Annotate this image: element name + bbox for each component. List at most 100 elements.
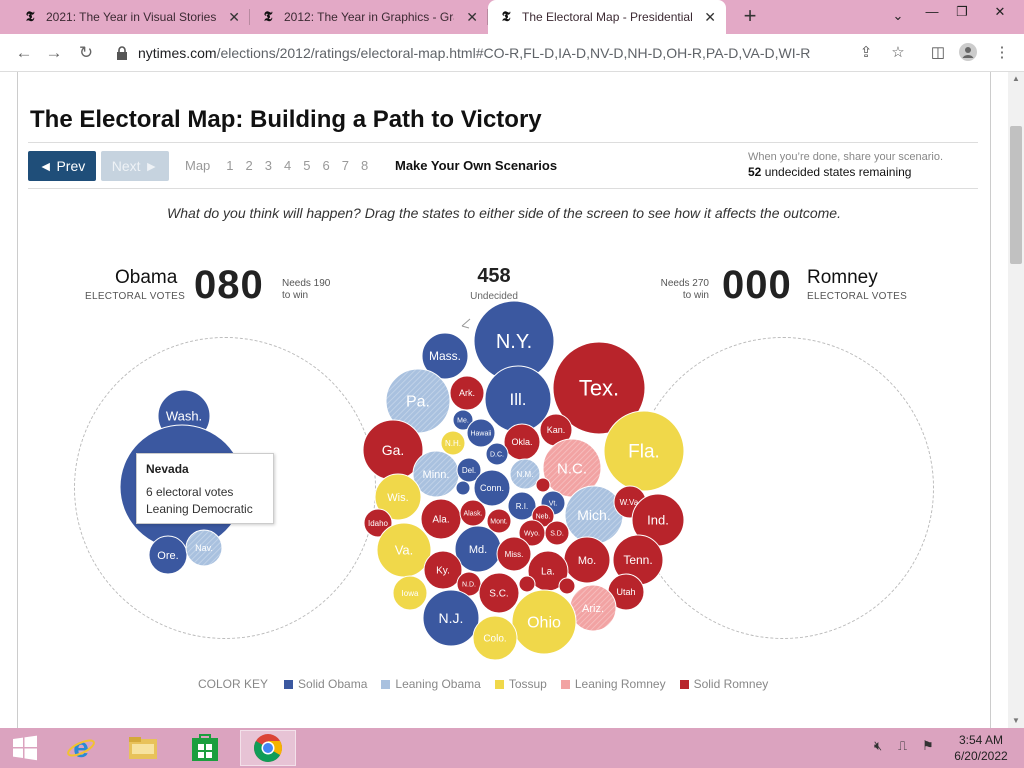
step-2[interactable]: 2 [245, 158, 253, 173]
new-tab-button[interactable]: + [743, 3, 757, 28]
state-label: R.I. [516, 502, 528, 511]
state-label: N.C. [557, 460, 587, 477]
make-your-own-scenarios-link[interactable]: Make Your Own Scenarios [395, 158, 558, 173]
tab-label: 2021: The Year in Visual Stories a [46, 10, 216, 24]
start-button[interactable] [0, 730, 50, 766]
state-bubble[interactable] [449, 375, 485, 411]
state-label: Mont. [490, 518, 508, 525]
state-bubble[interactable] [511, 589, 577, 655]
close-tab-icon[interactable]: ✕ [228, 9, 240, 25]
page-title: The Electoral Map: Building a Path to Vi… [30, 106, 542, 133]
state-bubble[interactable] [422, 589, 480, 647]
step-7[interactable]: 7 [341, 158, 349, 173]
scroll-up-icon[interactable]: ▲ [1012, 74, 1020, 83]
step-map[interactable]: Map [185, 158, 211, 173]
state-label: Ark. [459, 388, 475, 398]
tooltip-rating: Leaning Democratic [146, 502, 253, 516]
instructions: What do you think will happen? Drag the … [167, 205, 841, 221]
color-key: COLOR KEY Solid Obama Leaning Obama Toss… [198, 677, 782, 691]
store-icon[interactable] [180, 730, 230, 766]
share-icon[interactable]: ⇪ [859, 44, 873, 61]
step-5[interactable]: 5 [303, 158, 311, 173]
hatch-overlay [543, 439, 601, 497]
url-field[interactable]: nytimes.com/elections/2012/ratings/elect… [108, 38, 920, 68]
state-bubble[interactable] [455, 480, 471, 496]
state-bubble[interactable] [507, 491, 537, 521]
forward-button[interactable]: → [45, 43, 63, 62]
state-bubble[interactable] [552, 341, 646, 435]
step-3[interactable]: 3 [264, 158, 272, 173]
tooltip-votes: 6 electoral votes [146, 485, 234, 499]
state-bubble[interactable] [466, 418, 496, 448]
tab-search-icon[interactable]: ⌄ [892, 8, 904, 23]
file-explorer-icon[interactable] [118, 730, 168, 766]
legend-swatch [494, 679, 504, 689]
state-bubble[interactable] [456, 457, 482, 483]
step-6[interactable]: 6 [322, 158, 330, 173]
internet-explorer-icon[interactable]: e [56, 730, 106, 766]
tab-2021-visual-stories[interactable]: 𝕿 2021: The Year in Visual Stories a ✕ [12, 0, 250, 34]
bookmark-star-icon[interactable]: ☆ [891, 44, 905, 61]
close-tab-icon[interactable]: ✕ [704, 9, 716, 25]
obama-drop-zone[interactable] [74, 337, 376, 639]
tab-electoral-map[interactable]: 𝕿 The Electoral Map - Presidential E ✕ [488, 0, 726, 34]
state-bubble[interactable] [535, 477, 551, 493]
romney-needs: Needs 270 to win [655, 278, 709, 302]
nyt-t-icon: 𝕿 [501, 9, 511, 25]
profile-avatar-icon[interactable] [958, 43, 978, 65]
state-bubble[interactable] [485, 442, 509, 466]
obama-sub: ELECTORAL VOTES [85, 291, 186, 302]
state-bubble[interactable] [392, 575, 428, 611]
side-panel-icon[interactable]: ◫ [930, 44, 946, 61]
scrollbar[interactable]: ▲ ▼ [1008, 72, 1024, 728]
menu-kebab-icon[interactable]: ⋮ [994, 44, 1010, 61]
state-bubble[interactable] [518, 575, 536, 593]
state-bubble[interactable] [374, 473, 422, 521]
action-center-icon[interactable]: ⚑ [922, 738, 934, 753]
hatch-overlay [186, 530, 222, 566]
state-label: Pa. [406, 394, 430, 411]
back-button[interactable]: ← [15, 43, 33, 62]
state-bubble[interactable] [363, 508, 393, 538]
state-label: Minn. [423, 469, 450, 481]
state-bubble[interactable] [486, 508, 512, 534]
reload-button[interactable]: ↻ [78, 43, 94, 62]
tab-2012-graphics[interactable]: 𝕿 2012: The Year in Graphics - Grap ✕ [250, 0, 488, 34]
minimize-button[interactable]: — [925, 4, 939, 19]
network-icon[interactable]: ⎍ [898, 738, 908, 753]
state-label: Utah [616, 587, 635, 597]
step-1[interactable]: 1 [226, 158, 234, 173]
scroll-thumb[interactable] [1010, 126, 1022, 264]
state-bubble[interactable] [558, 577, 576, 595]
step-8[interactable]: 8 [360, 158, 369, 173]
state-bubble[interactable] [472, 615, 518, 661]
close-window-button[interactable]: ✕ [994, 4, 1006, 19]
chrome-icon[interactable] [240, 730, 296, 766]
next-button[interactable]: Next ► [101, 151, 169, 181]
state-bubble[interactable] [452, 409, 474, 431]
state-bubble[interactable] [459, 499, 487, 527]
state-bubble[interactable] [544, 520, 570, 546]
state-label: Md. [469, 544, 487, 556]
restore-button[interactable]: ❐ [956, 4, 968, 19]
state-bubble[interactable] [473, 469, 511, 507]
close-tab-icon[interactable]: ✕ [466, 9, 478, 25]
state-bubble[interactable] [440, 430, 466, 456]
scroll-down-icon[interactable]: ▼ [1012, 716, 1020, 725]
system-clock[interactable]: 3:54 AM 6/20/2022 [946, 732, 1016, 764]
legend-label: Tossup [508, 677, 547, 691]
step-4[interactable]: 4 [284, 158, 292, 173]
state-label: S.C. [489, 589, 508, 600]
nyt-t-icon: 𝕿 [25, 9, 35, 25]
windows-logo-icon [13, 735, 37, 761]
state-bubble[interactable] [603, 410, 685, 492]
state-bubble[interactable] [423, 550, 463, 590]
prev-button[interactable]: ◄ Prev [28, 151, 96, 181]
state-bubble[interactable] [421, 332, 469, 380]
state-bubble[interactable] [496, 536, 532, 572]
state-bubble[interactable] [478, 572, 520, 614]
volume-muted-icon[interactable]: 🔇︎ [874, 738, 883, 753]
state-label: N.J. [439, 610, 464, 626]
state-label: Vt. [549, 500, 558, 507]
state-label: W.Va. [620, 498, 641, 507]
